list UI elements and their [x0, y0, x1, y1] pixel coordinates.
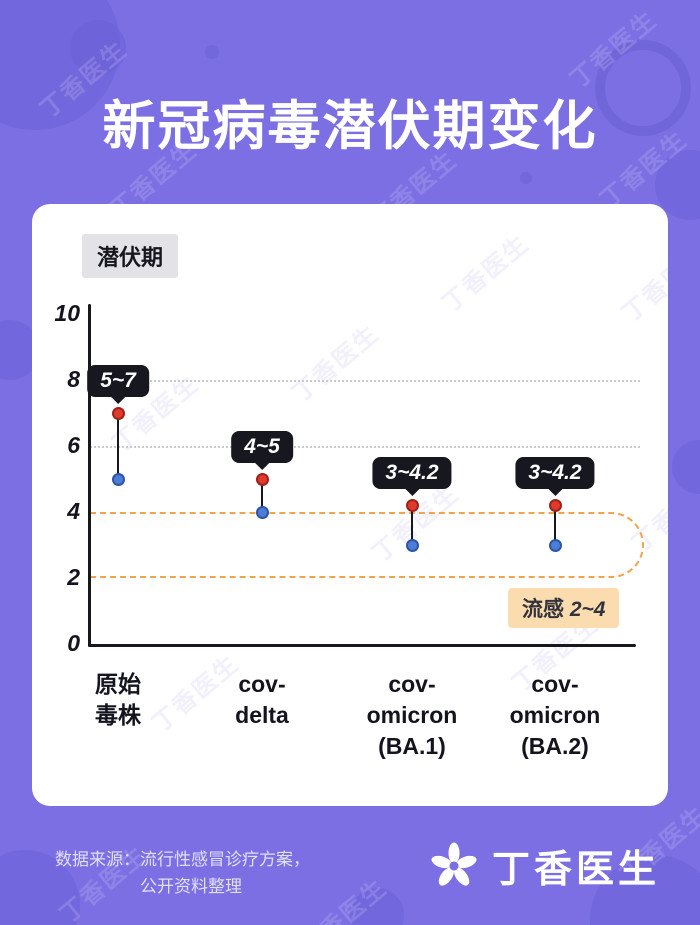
- category-label: cov-omicron (BA.1): [337, 669, 487, 762]
- range-tooltip: 3~4.2: [372, 457, 452, 490]
- max-dot: [111, 406, 125, 420]
- y-axis-line: [88, 304, 91, 647]
- data-source: 数据来源： 流行性感冒诊疗方案， 公开资料整理: [55, 846, 310, 900]
- brand-logo: 丁香医生: [430, 838, 660, 893]
- category-label-line: (BA.2): [521, 733, 589, 760]
- plot-area: 0 2 4 6 8 10 5~7 原始毒株 4~5 cov-delta 3~4.2 cov-omicr…: [32, 204, 668, 806]
- min-dot: [405, 538, 419, 552]
- min-dot: [111, 472, 125, 486]
- flu-reference-band: [90, 512, 644, 578]
- range-tooltip: 3~4.2: [515, 457, 595, 490]
- range-connector: [554, 505, 556, 545]
- max-dot: [255, 472, 269, 486]
- category-label-line: omicron: [366, 702, 458, 729]
- brand-name: 丁香医生: [492, 849, 661, 891]
- gridline: [90, 380, 640, 382]
- y-tick-label: 8: [67, 366, 80, 392]
- y-tick-label: 2: [67, 564, 80, 590]
- category-label: 原始 毒株: [43, 669, 193, 731]
- decor-dot: [520, 172, 532, 184]
- y-tick-label: 4: [67, 498, 80, 524]
- decor-virus-icon: [595, 40, 691, 136]
- source-line-1: 流行性感冒诊疗方案，: [140, 850, 310, 869]
- range-connector: [261, 479, 263, 512]
- category-label-line: (BA.1): [378, 733, 446, 760]
- range-tooltip: 5~7: [87, 365, 149, 397]
- source-label: 数据来源：: [55, 850, 140, 869]
- page-title: 新冠病毒潜伏期变化: [102, 97, 598, 156]
- flu-label-name: 流感: [522, 598, 570, 621]
- chart-card: 潜伏期 0 2 4 6 8 10 5~7 原始毒株 4~5 cov-delta 3~4.2 cov-o…: [32, 204, 668, 806]
- brand-flower-icon: [431, 842, 477, 886]
- category-label-line: omicron: [509, 702, 601, 729]
- flu-label-range: 2~4: [569, 598, 606, 621]
- category-label-line: 原始: [95, 671, 141, 697]
- category-label-line: cov-: [531, 671, 579, 697]
- source-lines: 流行性感冒诊疗方案， 公开资料整理: [140, 846, 310, 900]
- flu-band-label: 流感 2~4: [508, 588, 620, 628]
- category-label: cov-delta: [187, 669, 337, 731]
- range-connector: [411, 505, 413, 545]
- category-label-line: cov-: [238, 671, 286, 697]
- decor-blob: [672, 440, 700, 494]
- category-label: cov-omicron (BA.2): [480, 669, 630, 762]
- category-label-line: delta: [235, 702, 289, 729]
- range-connector: [117, 413, 119, 479]
- gridline: [90, 446, 640, 448]
- decor-blob: [70, 20, 126, 76]
- x-axis-line: [88, 644, 636, 647]
- source-line-2: 公开资料整理: [140, 877, 242, 897]
- min-dot: [255, 505, 269, 519]
- y-axis-unit-badge: 潜伏期: [82, 234, 179, 278]
- category-label-line: cov-: [388, 671, 436, 697]
- decor-dot: [205, 45, 219, 59]
- category-label-line: 毒株: [95, 702, 141, 729]
- y-tick-label: 0: [67, 630, 80, 656]
- max-dot: [548, 498, 562, 512]
- y-tick-label: 6: [67, 432, 80, 458]
- range-tooltip: 4~5: [231, 431, 293, 463]
- decor-blob: [350, 888, 404, 925]
- y-tick-label: 10: [54, 300, 80, 326]
- min-dot: [548, 538, 562, 552]
- max-dot: [405, 498, 419, 512]
